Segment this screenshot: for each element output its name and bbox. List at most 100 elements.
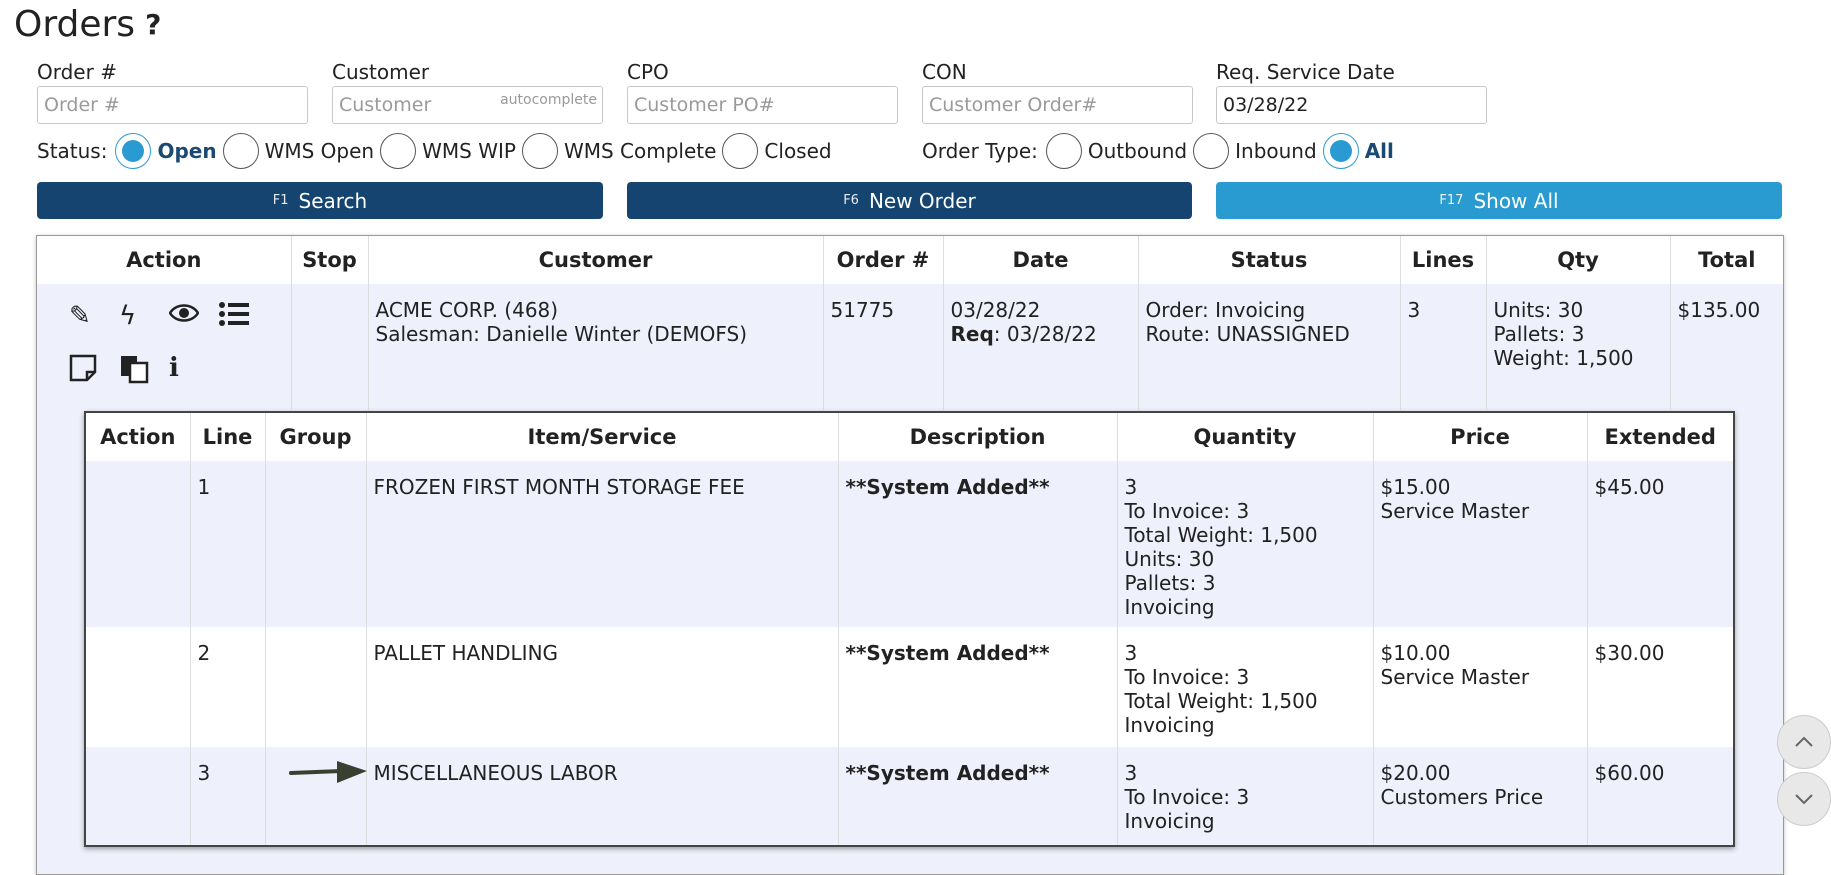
status-label: Status: [37,139,108,163]
pencil-icon[interactable]: ✎ [69,301,91,331]
radio-unchecked-icon [1045,133,1082,169]
customer-label: Customer [332,60,430,84]
line-extended: $45.00 [1587,461,1733,627]
table-row: 1 FROZEN FIRST MONTH STORAGE FEE **Syste… [86,461,1733,627]
order-customer: ACME CORP. (468) Salesman: Danielle Wint… [368,284,824,410]
search-button[interactable]: F1 Search [37,182,603,219]
col-date[interactable]: Date [943,236,1139,284]
order-lines: 3 [1400,284,1487,410]
help-icon[interactable]: ? [145,8,162,41]
new-order-shortcut: F6 [843,193,859,208]
line-number: 3 [190,747,266,845]
order-number-field: Order # [37,60,308,124]
qty-line: To Invoice: 3 [1124,785,1250,809]
line-quantity: 3 To Invoice: 3 Total Weight: 1,500 Invo… [1117,627,1374,747]
line-action [86,627,191,747]
status-closed-radio[interactable]: Closed [722,133,832,169]
show-all-button-label: Show All [1473,188,1559,213]
req-service-date-input[interactable] [1216,86,1487,124]
order-status: Order: Invoicing Route: UNASSIGNED [1138,284,1401,410]
col-order-number[interactable]: Order # [823,236,944,284]
line-quantity: 3 To Invoice: 3 Total Weight: 1,500 Unit… [1117,461,1374,627]
order-type-label: Order Type: [922,139,1038,163]
radio-unchecked-icon [222,133,259,169]
status-wms-open-radio[interactable]: WMS Open [222,133,374,169]
con-label: CON [922,60,967,84]
line-number: 2 [190,627,266,747]
con-input[interactable] [922,86,1193,124]
col-customer[interactable]: Customer [368,236,824,284]
copy-icon[interactable] [119,354,169,390]
line-col-description: Description [838,413,1118,461]
table-row: ✎ ϟ i [37,284,1783,410]
orders-header-row: Action Stop Customer Order # Date Status… [37,236,1783,284]
line-description: **System Added** [838,461,1118,627]
qty-line: Invoicing [1124,713,1215,737]
qty-units: Units: 30 [1493,298,1584,322]
col-lines: Lines [1400,236,1487,284]
line-col-quantity: Quantity [1117,413,1374,461]
order-type-inbound-radio[interactable]: Inbound [1193,133,1317,169]
con-field: CON [922,60,1193,124]
scroll-down-button[interactable] [1777,772,1831,826]
line-number: 1 [190,461,266,627]
col-status[interactable]: Status [1138,236,1401,284]
radio-unchecked-icon [380,133,417,169]
autocomplete-hint: autocomplete [500,92,597,108]
col-total[interactable]: Total [1670,236,1783,284]
line-col-action: Action [86,413,191,461]
order-total: $135.00 [1677,298,1761,322]
info-icon[interactable]: i [169,353,179,383]
search-button-label: Search [298,188,368,213]
new-order-button[interactable]: F6 New Order [627,182,1192,219]
qty-line: To Invoice: 3 [1124,499,1250,523]
eye-icon[interactable] [168,302,219,332]
customer-name: ACME CORP. (468) [375,298,559,322]
scroll-up-button[interactable] [1777,715,1831,769]
status-wms-complete-radio[interactable]: WMS Complete [521,133,716,169]
col-action: Action [37,236,292,284]
table-row: 2 PALLET HANDLING **System Added** 3 To … [86,627,1733,747]
status-order: Order: Invoicing [1145,298,1306,322]
line-col-group: Group [265,413,367,461]
cpo-input[interactable] [627,86,898,124]
order-number: 51775 [823,284,944,410]
bolt-icon[interactable]: ϟ [119,301,137,331]
order-qty: Units: 30 Pallets: 3 Weight: 1,500 [1486,284,1671,410]
radio-unchecked-icon [521,133,558,169]
show-all-button[interactable]: F17 Show All [1216,182,1782,219]
price-value: $15.00 [1380,475,1451,499]
line-col-price: Price [1373,413,1588,461]
line-price: $10.00 Service Master [1373,627,1588,747]
page-title: Orders? [14,4,161,45]
cpo-field: CPO [627,60,898,124]
order-actions: ✎ ϟ i [37,284,292,410]
line-group [265,747,367,845]
order-type-all-radio[interactable]: All [1322,133,1394,169]
req-label: Req [950,322,994,346]
order-type-outbound-radio[interactable]: Outbound [1045,133,1187,169]
price-source: Service Master [1380,499,1530,523]
line-action [86,747,191,845]
qty-line: 3 [1124,641,1138,665]
radio-unchecked-icon [722,133,759,169]
order-date-value: 03/28/22 [950,298,1041,322]
chevron-down-icon [1795,794,1813,805]
salesman: Salesman: Danielle Winter (DEMOFS) [375,322,748,346]
list-icon[interactable] [219,302,269,332]
customer-input[interactable] [332,86,603,124]
price-source: Customers Price [1380,785,1544,809]
order-number-input[interactable] [37,86,308,124]
line-price: $15.00 Service Master [1373,461,1588,627]
note-icon[interactable] [69,354,119,390]
qty-line: 3 [1124,761,1138,785]
line-item: FROZEN FIRST MONTH STORAGE FEE [366,461,839,627]
line-extended: $30.00 [1587,627,1733,747]
price-value: $20.00 [1380,761,1451,785]
line-price: $20.00 Customers Price [1373,747,1588,845]
order-req-date: Req: 03/28/22 [951,322,1131,346]
qty-line: Total Weight: 1,500 [1124,689,1318,713]
table-row: 3 MISCELLANEOUS LABOR **System Added** 3… [86,747,1733,845]
status-wms-wip-radio[interactable]: WMS WIP [380,133,516,169]
status-open-radio[interactable]: Open [115,133,217,169]
